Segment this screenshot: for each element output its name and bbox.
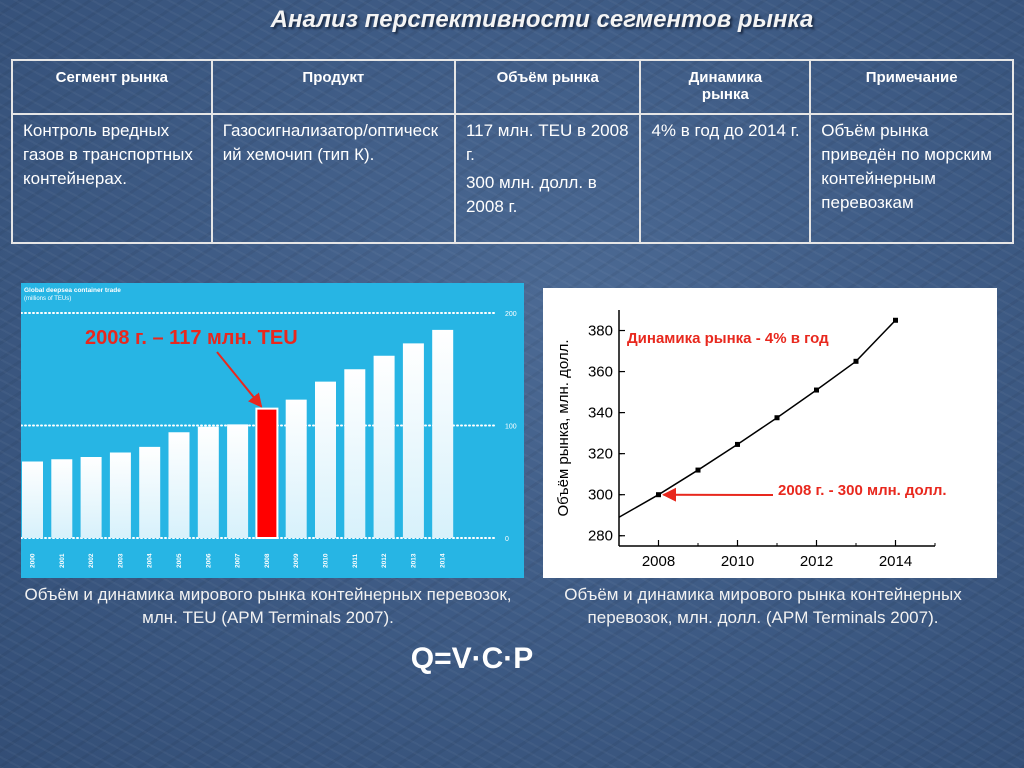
x-tick-label: 2007: [235, 553, 242, 568]
line-annotation-2008: 2008 г. - 300 млн. долл.: [778, 482, 947, 499]
bar-2009: [285, 399, 307, 538]
x-tick-label: 2002: [88, 553, 95, 568]
data-point: [774, 415, 780, 421]
x-tick-label: 2012: [800, 553, 833, 570]
y-tick-label: 0: [505, 536, 509, 543]
bar-2010: [315, 381, 336, 538]
bar-2013: [402, 343, 424, 538]
bar-chart-subtitle: (millions of TEUs): [24, 296, 71, 302]
x-tick-label: 2011: [352, 554, 359, 568]
y-tick-label: 380: [588, 323, 613, 340]
x-tick-label: 2008: [642, 553, 675, 570]
x-tick-label: 2008: [264, 553, 271, 568]
right-chart-caption: Объём и динамика мирового рынка контейне…: [564, 585, 962, 627]
bar-2012: [373, 355, 395, 538]
cell-dynamics: 4% в год до 2014 г.: [639, 113, 812, 244]
bar-2001: [51, 459, 73, 538]
x-tick-label: 2004: [147, 553, 154, 568]
teu-bar-chart: Global deepsea container trade (millions …: [21, 283, 524, 578]
x-tick-label: 2006: [205, 553, 212, 568]
bar-2011: [344, 369, 366, 538]
header-product: Продукт: [210, 59, 456, 115]
header-segment: Сегмент рынка: [11, 59, 213, 115]
y-axis-label: Объём рынка, млн. долл.: [555, 339, 572, 516]
bar-annotation-arrow: [216, 351, 263, 408]
header-volume: Объём рынка: [453, 59, 642, 115]
x-tick-label: 2003: [117, 553, 124, 568]
table-row: Контроль вредных газов в транспортных ко…: [11, 113, 1014, 244]
header-note: Примечание: [809, 59, 1014, 115]
bar-annotation: 2008 г. – 117 млн. TEU: [85, 327, 298, 349]
data-point: [735, 441, 740, 447]
bar-2002: [80, 457, 102, 538]
bar-2000: [22, 461, 43, 538]
y-tick-label: 360: [588, 364, 613, 381]
usd-line-chart: 280 300 320 340 360 380 2008 2010 2012 2014 Объём …: [543, 288, 997, 578]
x-tick-label: 2014: [440, 553, 447, 568]
cell-note: Объём рынка приведён по морским контейне…: [809, 113, 1014, 244]
left-chart-caption: Объём и динамика мирового рынка контейне…: [24, 585, 512, 627]
y-tick-label: 320: [588, 446, 613, 463]
x-tick-label: 2009: [293, 553, 300, 568]
x-tick-label: 2013: [410, 553, 417, 568]
bar-2007: [227, 424, 249, 538]
y-tick-label: 200: [505, 311, 517, 318]
bar-2006: [197, 426, 219, 538]
bar-2003: [109, 452, 131, 538]
bar-2008: [255, 407, 279, 539]
data-point: [814, 387, 819, 393]
y-tick-label: 100: [505, 424, 517, 431]
segment-table: Сегмент рынка Продукт Объём рынка Динами…: [11, 59, 1014, 244]
header-dynamics: Динамика рынка: [639, 59, 812, 115]
cell-volume: 117 млн. TEU в 2008 г. 300 млн. долл. в …: [453, 113, 642, 244]
slide-title: Анализ перспективности сегментов рынка: [270, 6, 814, 33]
y-tick-label: 340: [588, 405, 613, 422]
bar-chart-title: Global deepsea container trade: [24, 287, 121, 294]
data-point: [893, 317, 898, 323]
x-tick-label: 2014: [879, 553, 912, 570]
data-point: [695, 467, 701, 473]
x-tick-label: 2010: [721, 553, 754, 570]
data-point: [656, 492, 661, 498]
x-tick-label: 2010: [323, 553, 330, 568]
x-tick-label: 2012: [381, 553, 388, 568]
data-point: [853, 358, 859, 364]
header-dynamics-label: Динамика рынка: [688, 69, 763, 103]
x-tick-label: 2000: [30, 553, 37, 568]
x-tick-label: 2001: [59, 553, 66, 568]
bar-2004: [139, 446, 161, 538]
formula: Q=V·C·P: [410, 642, 534, 675]
cell-segment: Контроль вредных газов в транспортных ко…: [11, 113, 213, 244]
line-annotation-trend: Динамика рынка - 4% в год: [627, 330, 829, 347]
cell-volume-teu: 117 млн. TEU в 2008 г.: [465, 121, 629, 164]
cell-volume-usd: 300 млн. долл. в 2008 г.: [465, 173, 597, 216]
y-tick-label: 280: [588, 528, 613, 545]
bar-2005: [168, 432, 190, 538]
bar-2014: [432, 329, 454, 538]
cell-product: Газосигнализатор/оптический хемочип (тип…: [210, 113, 456, 244]
table-header-row: Сегмент рынка Продукт Объём рынка Динами…: [11, 59, 1014, 115]
x-tick-label: 2005: [176, 553, 183, 568]
y-tick-label: 300: [588, 487, 613, 504]
